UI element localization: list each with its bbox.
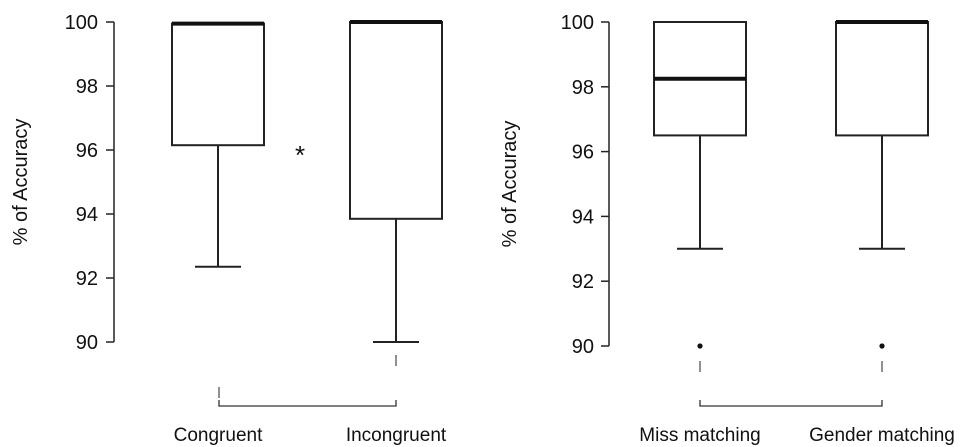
category-label: Incongruent (346, 425, 447, 446)
category-label: Gender matching (809, 425, 955, 446)
box-2 (835, 20, 929, 349)
box-2 (349, 20, 443, 343)
y-tick-label: 92 (76, 268, 98, 290)
y-tick-label: 94 (572, 206, 594, 228)
y-tick-label: 96 (76, 140, 98, 162)
y-tick-label: 90 (76, 332, 98, 354)
box-rect (349, 21, 443, 220)
y-tick-label: 94 (76, 204, 98, 226)
category-bracket (218, 400, 397, 407)
outlier-point (697, 343, 703, 349)
y-tick-label: 98 (572, 77, 594, 99)
significance-asterisk: * (295, 140, 305, 170)
chart-panel-2: 90 92 94 96 98 100 % of Accuracy Miss matching G… (499, 12, 955, 446)
category-bracket (699, 400, 883, 407)
box-rect (171, 22, 265, 147)
y-tick-label: 90 (572, 336, 594, 358)
y-axis-title: % of Accuracy (499, 121, 521, 248)
chart-panel-1: 90 92 94 96 98 100 % of Accuracy Congruent Incon… (10, 12, 447, 446)
box-rect (835, 21, 929, 137)
box-1 (653, 21, 747, 349)
category-label: Congruent (174, 425, 263, 446)
outlier-point (879, 343, 885, 349)
category-label: Miss matching (639, 425, 760, 446)
box-1 (171, 21, 265, 268)
y-tick-label: 100 (561, 12, 594, 34)
y-tick-label: 98 (76, 76, 98, 98)
y-tick-label: 96 (572, 142, 594, 164)
y-axis-title: % of Accuracy (10, 119, 32, 246)
y-tick-label: 92 (572, 271, 594, 293)
y-tick-label: 100 (65, 12, 98, 34)
